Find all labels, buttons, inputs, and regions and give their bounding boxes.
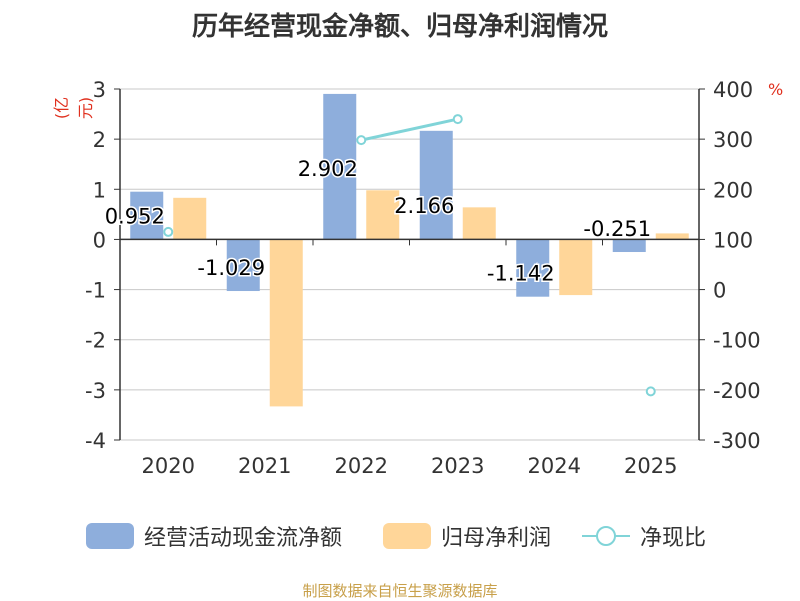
right-axis-tick-label: -300 bbox=[713, 429, 761, 453]
point-cash-ratio-2020 bbox=[163, 226, 174, 237]
legend-item-operating-cash-flow[interactable]: 经营活动现金流净额 bbox=[86, 520, 342, 552]
bar-operating-cash-flow-2024 bbox=[516, 239, 550, 297]
bar-net-profit-2022 bbox=[366, 190, 400, 240]
bar-net-profit-2020 bbox=[173, 197, 207, 240]
bar-net-profit-2023 bbox=[462, 207, 496, 240]
legend-item-net-profit[interactable]: 归母净利润 bbox=[383, 520, 551, 552]
legend-swatch-cash-ratio bbox=[582, 526, 630, 546]
legend-swatch-net-profit bbox=[383, 523, 431, 549]
left-axis-tick-label: 1 bbox=[93, 178, 106, 202]
bar-net-profit-2024 bbox=[559, 239, 593, 296]
line-segment-cash-ratio bbox=[360, 117, 459, 142]
data-label-operating-cash-flow-2024: -1.142 bbox=[487, 262, 555, 286]
bar-operating-cash-flow-2025 bbox=[612, 239, 646, 253]
x-axis-tick-label: 2024 bbox=[528, 454, 581, 478]
right-axis-tick-label: -100 bbox=[713, 329, 761, 353]
x-axis-tick-label: 2020 bbox=[142, 454, 195, 478]
point-cash-ratio-2023 bbox=[452, 114, 463, 125]
data-source-note: 制图数据来自恒生聚源数据库 bbox=[302, 582, 498, 600]
x-axis-tick-label: 2025 bbox=[624, 454, 677, 478]
bar-net-profit-2025 bbox=[655, 233, 689, 240]
bar-operating-cash-flow-2022 bbox=[323, 93, 357, 240]
legend-label-operating-cash-flow: 经营活动现金流净额 bbox=[144, 526, 343, 551]
point-cash-ratio-2025 bbox=[645, 386, 656, 397]
x-axis-tick-label: 2022 bbox=[335, 454, 388, 478]
bar-operating-cash-flow-2021 bbox=[226, 239, 260, 292]
bar-operating-cash-flow-2023 bbox=[419, 130, 453, 240]
left-axis-tick-label: 2 bbox=[93, 128, 106, 152]
point-cash-ratio-2022 bbox=[356, 135, 367, 146]
right-axis-tick-label: -200 bbox=[713, 379, 761, 403]
left-axis-tick-label: -2 bbox=[85, 329, 106, 353]
legend-swatch-operating-cash-flow bbox=[86, 523, 134, 549]
right-axis-tick-label: 100 bbox=[713, 228, 753, 252]
legend-item-cash-ratio[interactable]: 净现比 bbox=[582, 520, 706, 552]
right-axis-unit: % bbox=[768, 80, 784, 99]
x-axis-tick-label: 2023 bbox=[431, 454, 484, 478]
right-axis-tick-label: 200 bbox=[713, 178, 753, 202]
x-axis-tick-label: 2021 bbox=[238, 454, 291, 478]
legend-label-net-profit: 归母净利润 bbox=[441, 526, 552, 551]
data-label-operating-cash-flow-2025: -0.251 bbox=[583, 217, 651, 241]
left-axis-tick-label: 0 bbox=[93, 228, 106, 252]
right-axis-tick-label: 400 bbox=[713, 78, 753, 102]
data-label-operating-cash-flow-2022: 2.902 bbox=[298, 157, 358, 181]
left-axis-tick-label: -3 bbox=[85, 379, 106, 403]
chart-title: 历年经营现金净额、归母净利润情况 bbox=[191, 12, 608, 42]
data-label-operating-cash-flow-2020: 0.952 bbox=[105, 205, 165, 229]
left-axis-tick-label: -1 bbox=[85, 279, 106, 303]
left-axis-tick-label: 3 bbox=[93, 78, 106, 102]
bar-net-profit-2021 bbox=[269, 239, 303, 407]
legend-label-cash-ratio: 净现比 bbox=[640, 526, 707, 551]
right-axis-tick-label: 300 bbox=[713, 128, 753, 152]
right-axis-tick-label: 0 bbox=[713, 279, 726, 303]
bar-operating-cash-flow-2020 bbox=[130, 191, 164, 240]
left-axis-tick-label: -4 bbox=[85, 429, 106, 453]
legend: 经营活动现金流净额 归母净利润 净现比 bbox=[0, 520, 800, 552]
data-label-operating-cash-flow-2021: -1.029 bbox=[197, 256, 265, 280]
data-label-operating-cash-flow-2023: 2.166 bbox=[394, 194, 454, 218]
